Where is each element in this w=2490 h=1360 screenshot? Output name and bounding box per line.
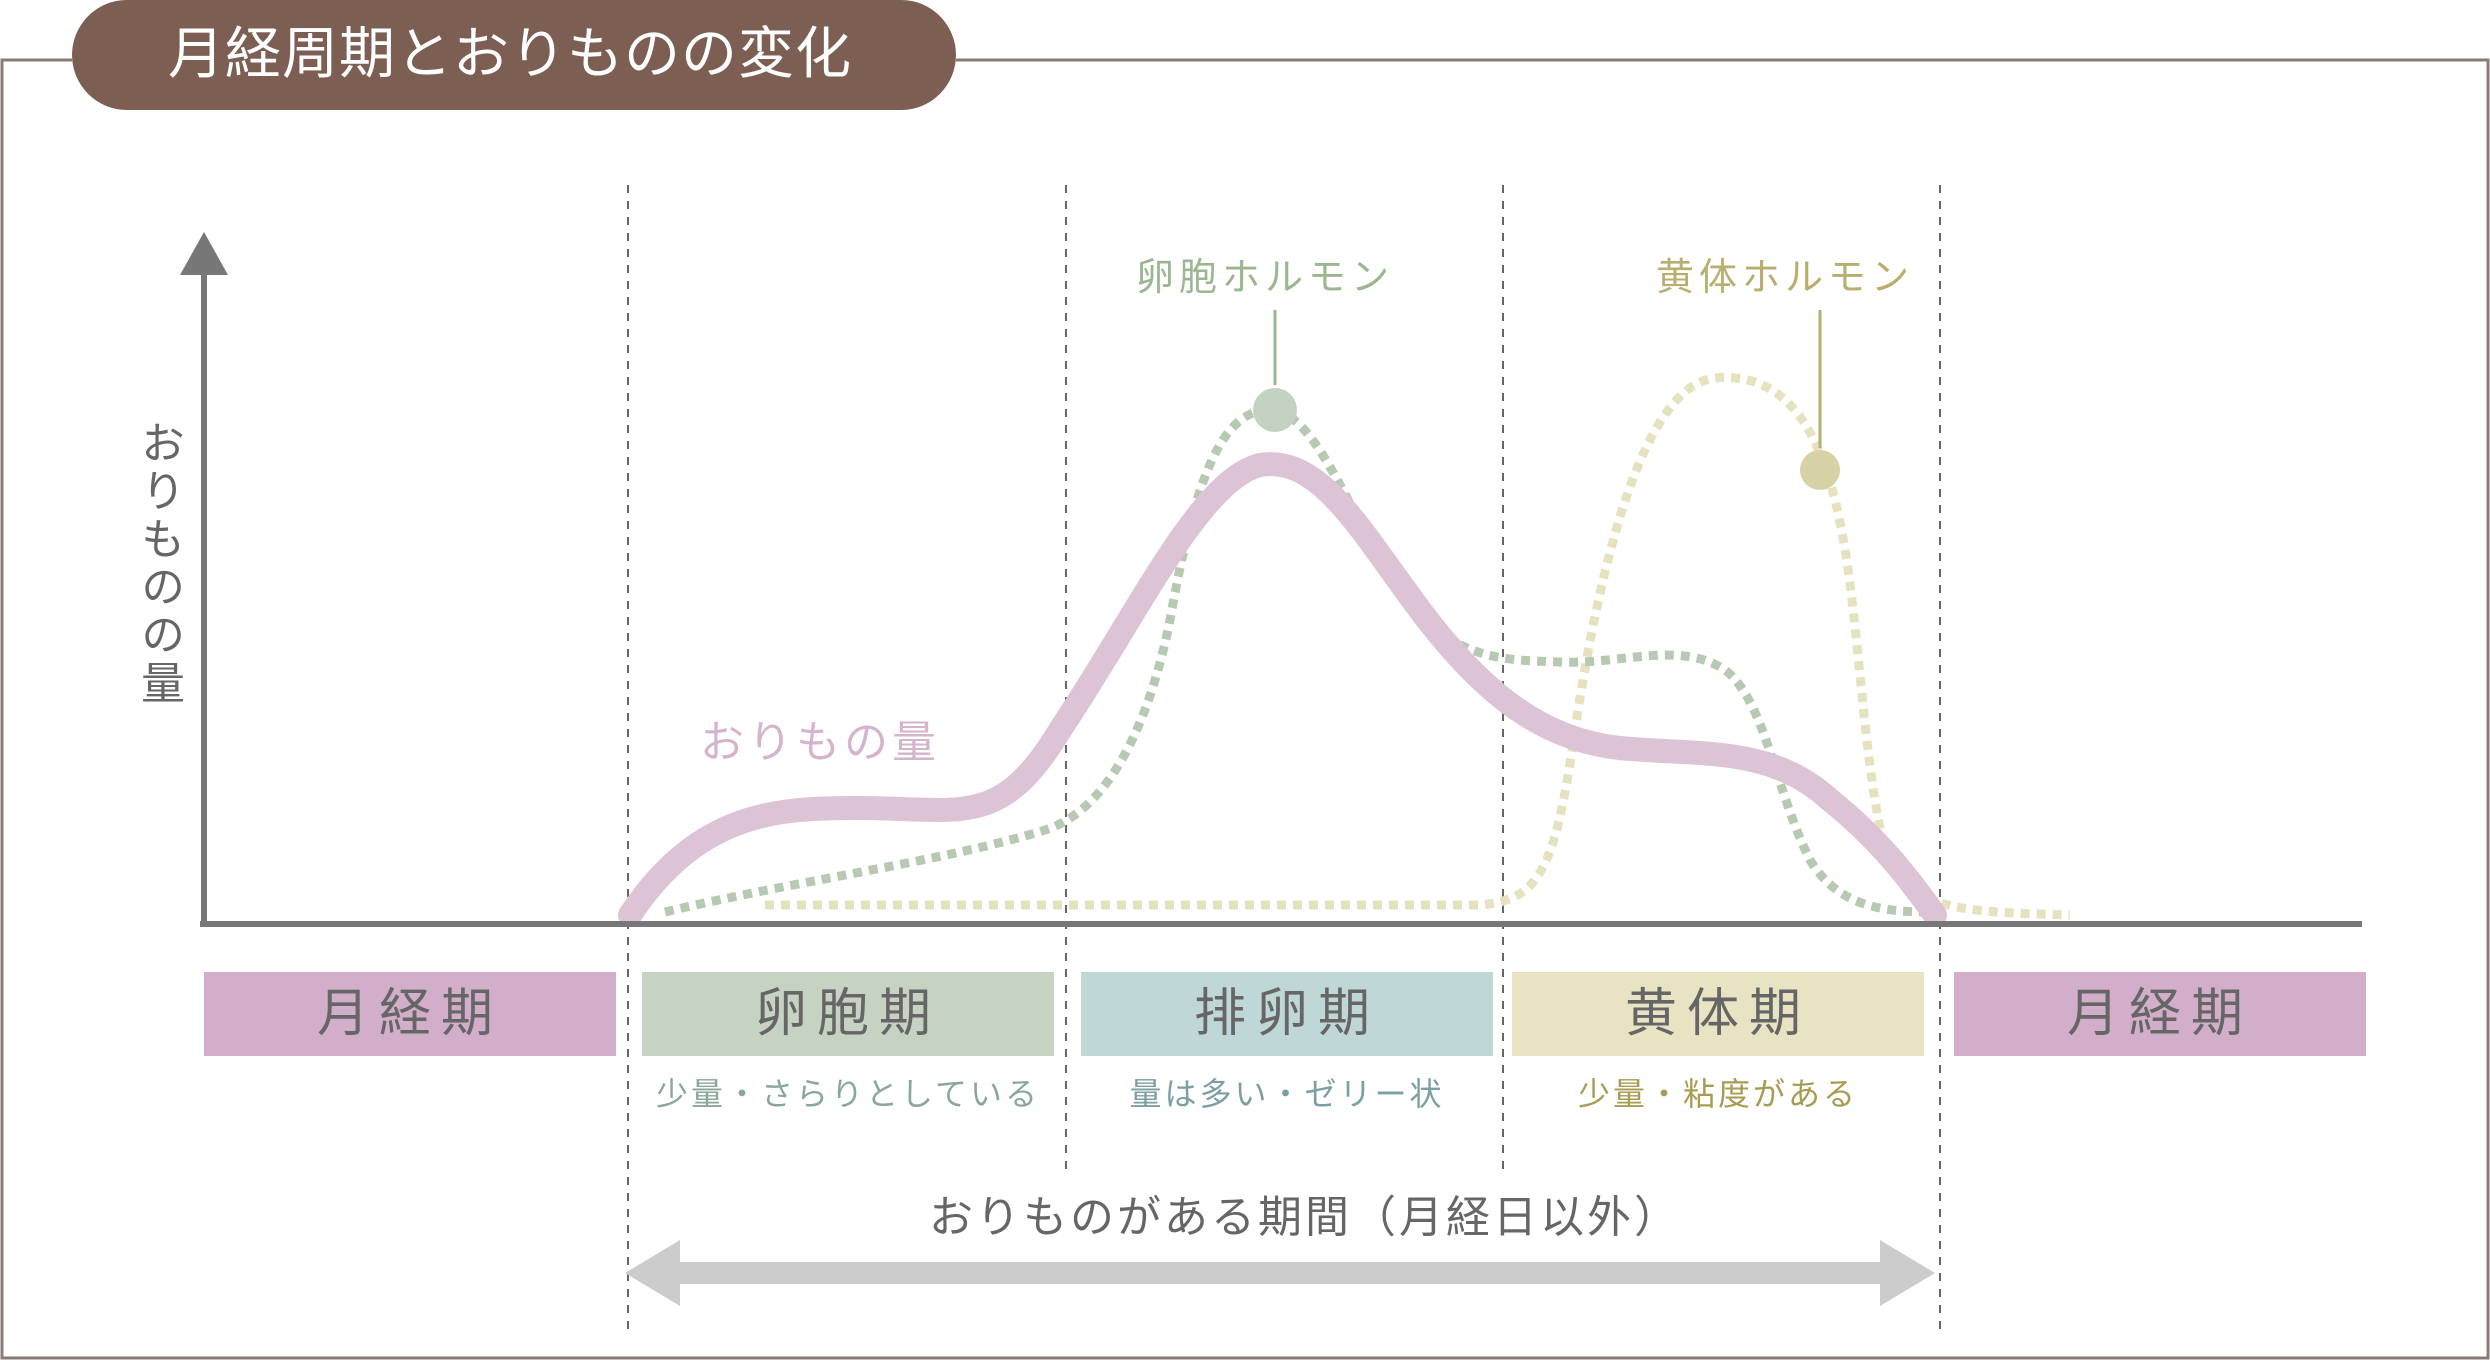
phase-follicular: 卵胞期 [642,972,1054,1056]
period-arrow-left-head [625,1240,680,1306]
y-axis-label: おりものの量 [133,420,184,708]
luteal-hormone-dot [1800,450,1840,490]
phase-menstrual: 月経期 [204,972,616,1056]
follicle-hormone-label: 卵胞ホルモン [1136,255,1395,299]
y-axis-arrowhead [180,232,228,275]
follicle-hormone-dot [1253,388,1297,432]
period-caption: おりものがある期間（月経日以外） [929,1192,1681,1243]
page-title: 月経周期とおりものの変化 [72,0,956,110]
phase-ovulation-note: 量は多い・ゼリー状 [1129,1075,1445,1113]
phase-follicular-note: 少量・さらりとしている [655,1075,1041,1113]
follicle-hormone-curve [663,405,1936,917]
discharge-curve-label: おりもの量 [700,717,940,768]
luteal-hormone-label: 黄体ホルモン [1656,255,1915,299]
period-arrow-shaft [665,1262,1895,1284]
period-arrow-right-head [1880,1240,1935,1306]
discharge-curve [618,452,1947,927]
frame-border [0,58,2490,1360]
phase-ovulation: 排卵期 [1081,972,1493,1056]
phase-menstrual-next: 月経期 [1954,972,2366,1056]
phase-luteal: 黄体期 [1512,972,1924,1056]
phase-luteal-note: 少量・粘度がある [1577,1075,1858,1113]
